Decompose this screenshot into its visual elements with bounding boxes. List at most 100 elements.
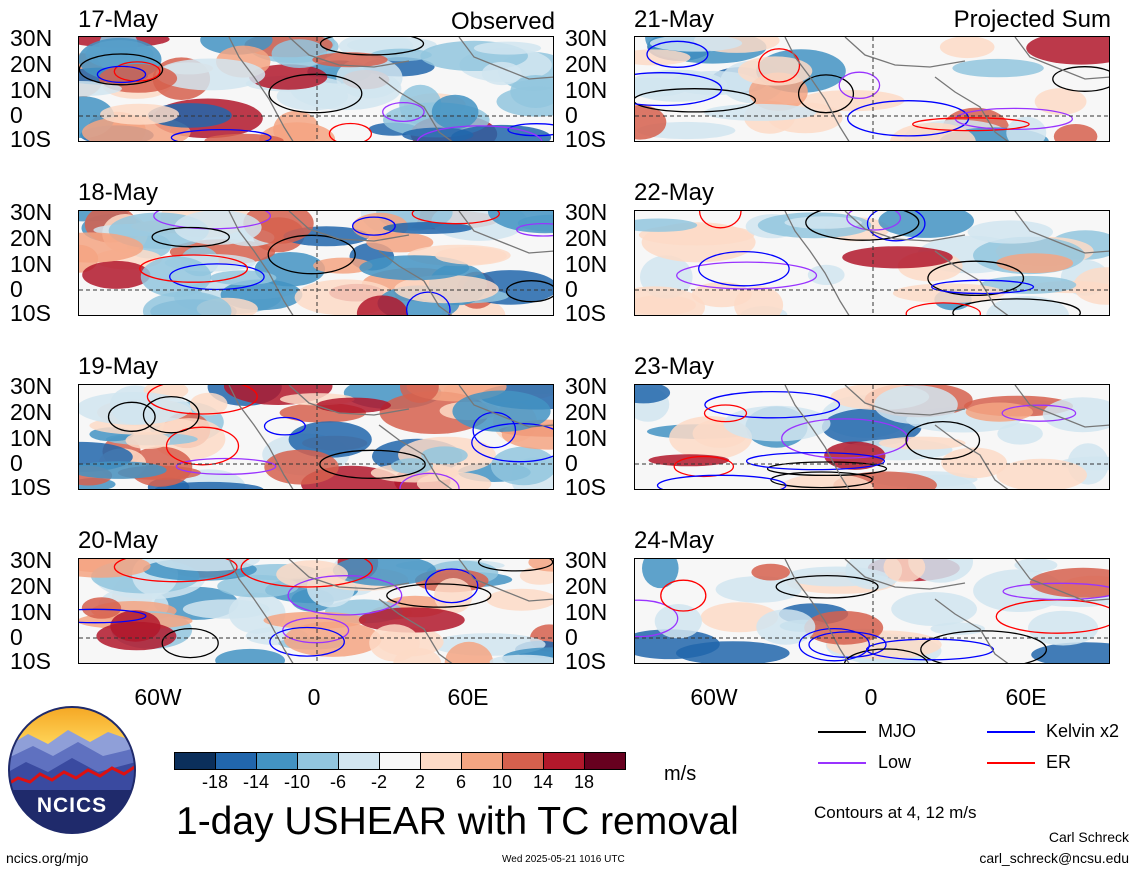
colorbar-swatch (420, 752, 462, 770)
map-panel (634, 210, 1110, 316)
lat-label: 20N (565, 573, 608, 599)
contours-note: Contours at 4, 12 m/s (814, 803, 977, 822)
lat-label: 20N (10, 51, 53, 77)
panel-date-l3: 20-May (78, 527, 159, 554)
lat-label: 30N (10, 25, 53, 51)
footer-url: ncics.org/mjo (6, 850, 89, 866)
colorbar-tick-label: -2 (370, 772, 387, 792)
colorbar-tick-label: 18 (573, 772, 595, 792)
map-panel (634, 384, 1110, 490)
colorbar-swatch (379, 752, 421, 770)
colorbar-swatch (174, 752, 216, 770)
lat-label: 10N (565, 77, 608, 103)
panel-tag-r0: Projected Sum (953, 6, 1111, 33)
lat-label: 0 (565, 450, 578, 476)
colorbar-swatch (256, 752, 298, 770)
lat-label: 20N (565, 51, 608, 77)
lat-label: 30N (10, 547, 53, 573)
lat-label: 10N (10, 425, 53, 451)
lat-label: 30N (10, 373, 53, 399)
lat-label: 30N (565, 25, 608, 51)
map-panel (78, 558, 554, 664)
lat-label: 10N (10, 77, 53, 103)
lon-label-60e-right: 60E (1005, 684, 1047, 710)
author-name: Carl Schreck (1048, 829, 1129, 845)
colorbar-tick-label: -18 (201, 772, 228, 792)
lat-label: 0 (565, 276, 578, 302)
lat-label: 30N (565, 373, 608, 399)
lat-label: 10S (565, 126, 606, 152)
map-panel (634, 558, 1110, 664)
lat-label: 20N (565, 399, 608, 425)
lon-label-60e-left: 60E (447, 684, 489, 710)
panel-date-r0: 21-May (634, 6, 715, 33)
ncics-logo: NCICS (8, 706, 136, 834)
legend-label-mjo: MJO (878, 721, 916, 741)
lat-label: 0 (10, 102, 23, 128)
colorbar-swatch (461, 752, 503, 770)
lat-label: 20N (10, 573, 53, 599)
lat-label: 0 (10, 450, 23, 476)
colorbar-tick-label: -14 (242, 772, 269, 792)
panel-date-l1: 18-May (78, 179, 159, 206)
lat-label: 10S (565, 300, 606, 326)
lon-label-60w-left: 60W (134, 684, 182, 710)
colorbar-tick-label: 6 (455, 772, 466, 792)
lat-label: 10S (10, 474, 51, 500)
legend-line-kelvin (987, 731, 1035, 733)
legend-label-kelvin: Kelvin x2 (1046, 721, 1120, 741)
legend-line-low (818, 762, 866, 764)
lat-label: 10N (565, 599, 608, 625)
author-email: carl_schreck@ncsu.edu (979, 850, 1129, 866)
colorbar-tick-label: -10 (283, 772, 310, 792)
lat-label: 30N (565, 199, 608, 225)
lat-label: 10S (10, 126, 51, 152)
lat-label: 10N (565, 251, 608, 277)
legend-label-low: Low (878, 752, 912, 772)
colorbar-tick-label: -6 (329, 772, 346, 792)
lon-label-0-right: 0 (864, 684, 878, 710)
panel-date-r2: 23-May (634, 353, 715, 380)
colorbar-swatch (338, 752, 380, 770)
colorbar-swatch (584, 752, 626, 770)
lat-label: 30N (10, 199, 53, 225)
colorbar-tick-label: 14 (532, 772, 554, 792)
legend-line-mjo (818, 731, 866, 733)
lat-label: 0 (10, 624, 23, 650)
lat-label: 20N (10, 225, 53, 251)
lat-label: 0 (565, 102, 578, 128)
map-panel (78, 210, 554, 316)
lat-label: 10S (10, 648, 51, 674)
lon-label-0-left: 0 (307, 684, 321, 710)
panel-date-r1: 22-May (634, 179, 715, 206)
lat-label: 10N (10, 251, 53, 277)
panel-date-l2: 19-May (78, 353, 159, 380)
lon-label-60w-right: 60W (690, 684, 738, 710)
colorbar-tick-label: 2 (414, 772, 425, 792)
lat-label: 10S (565, 474, 606, 500)
panel-tag-l0: Observed (450, 8, 555, 35)
map-panel (634, 36, 1110, 142)
panel-date-r3: 24-May (634, 527, 715, 554)
colorbar-swatch (543, 752, 585, 770)
lat-label: 10S (565, 648, 606, 674)
panel-date-l0: 17-May (78, 6, 159, 33)
lat-label: 10S (10, 300, 51, 326)
legend-label-er: ER (1046, 752, 1072, 772)
lat-label: 20N (10, 399, 53, 425)
colorbar-units: m/s (664, 763, 697, 785)
legend-line-er (987, 762, 1035, 764)
colorbar-swatch (297, 752, 339, 770)
lat-label: 0 (565, 624, 578, 650)
colorbar-swatch (215, 752, 257, 770)
lat-label: 30N (565, 547, 608, 573)
lat-label: 0 (10, 276, 23, 302)
colorbar-swatch (502, 752, 544, 770)
lat-label: 10N (10, 599, 53, 625)
colorbar-tick-label: 10 (491, 772, 513, 792)
map-panel (78, 36, 554, 142)
lat-label: 20N (565, 225, 608, 251)
map-panel (78, 384, 554, 490)
footer-timestamp: Wed 2025-05-21 1016 UTC (502, 854, 625, 865)
ncics-logo-text: NCICS (36, 794, 108, 817)
